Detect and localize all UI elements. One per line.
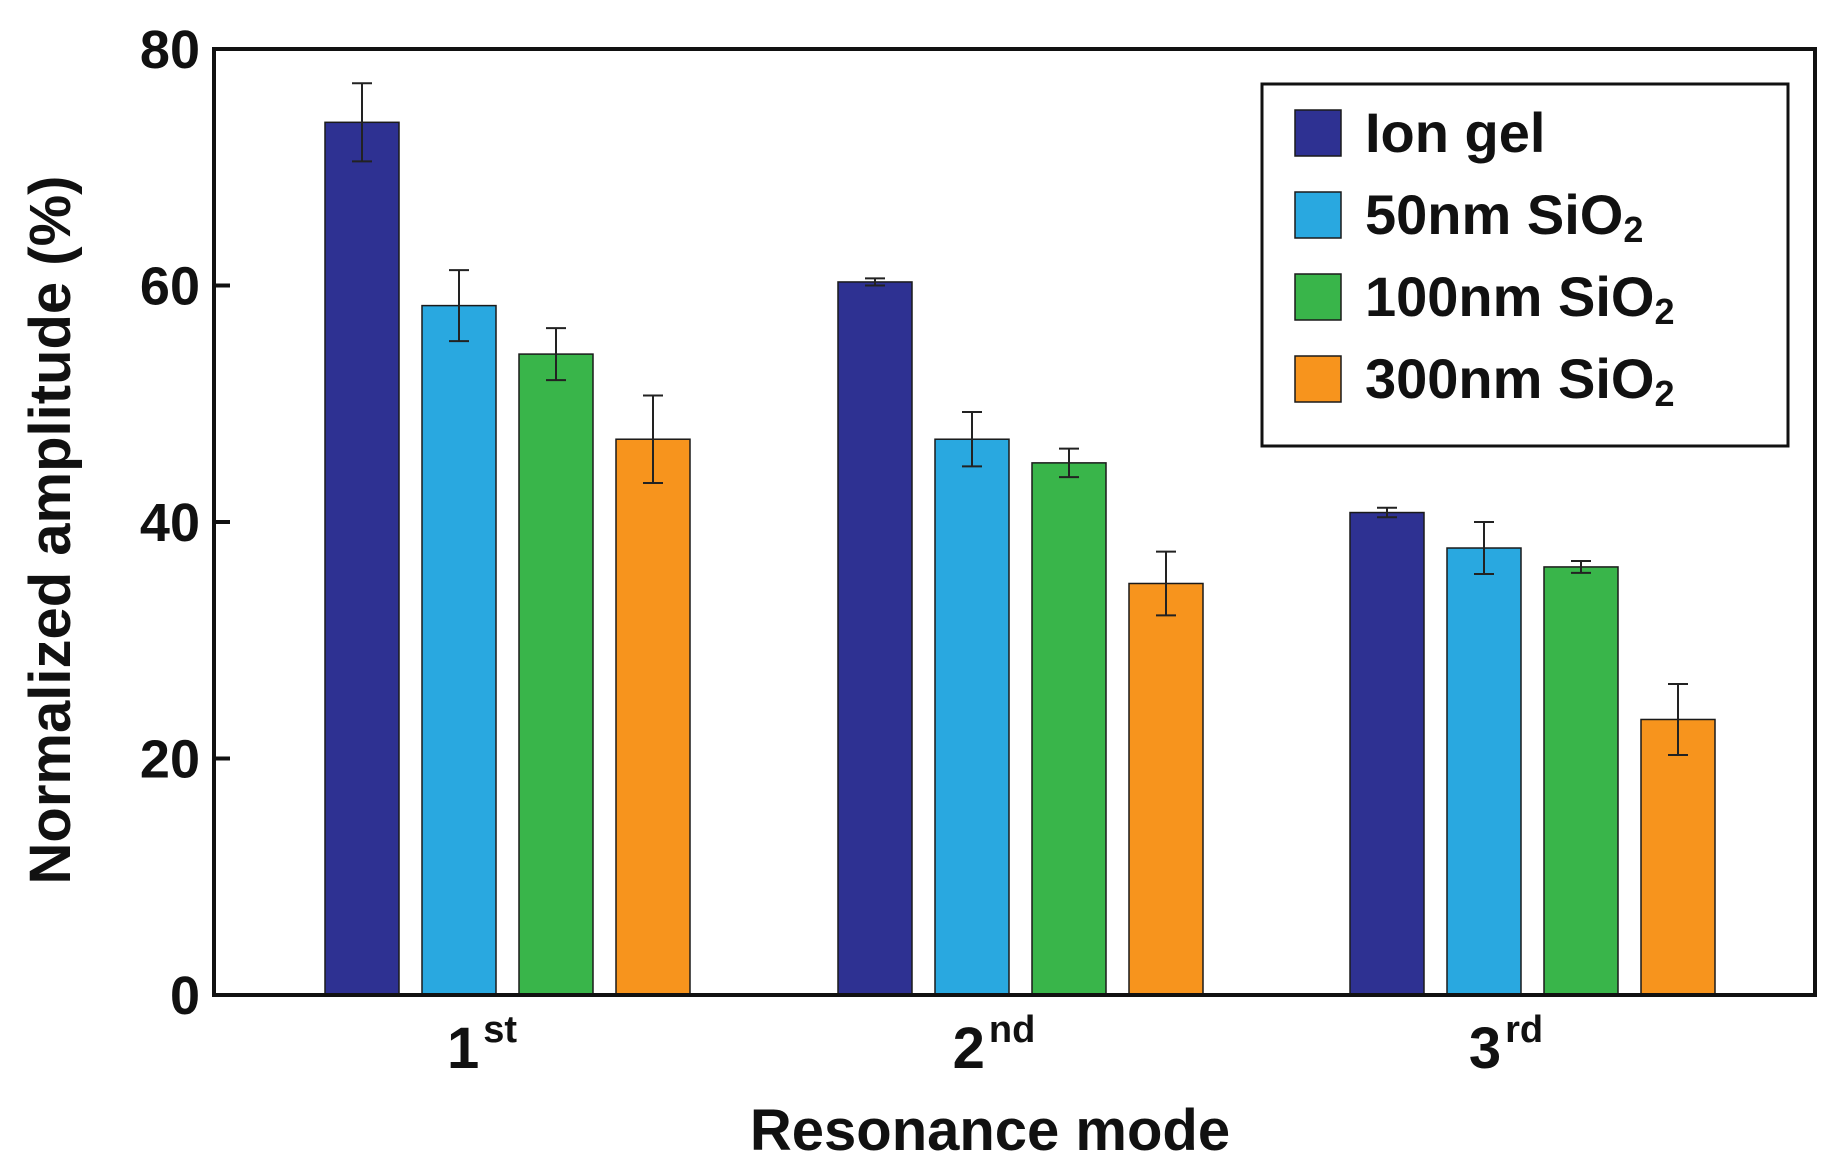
y-tick-label: 60 — [140, 257, 200, 317]
legend-label-subscript: 2 — [1654, 373, 1674, 414]
bar — [1031, 462, 1107, 996]
x-tick-label-base: 3 — [1469, 1016, 1501, 1081]
legend-label-main: 100nm SiO — [1365, 265, 1654, 328]
y-axis: 0 20 40 60 80 — [140, 20, 230, 1026]
bar — [1349, 511, 1425, 996]
legend-label: 100nm SiO2 — [1365, 265, 1675, 332]
bar — [1543, 566, 1619, 996]
legend-swatch — [1294, 191, 1342, 239]
bar — [1446, 547, 1522, 996]
legend-label-subscript: 2 — [1623, 209, 1643, 250]
x-axis-title: Resonance mode — [750, 1098, 1230, 1163]
x-tick-label-sup: nd — [989, 1009, 1035, 1051]
legend-label-subscript: 2 — [1654, 291, 1674, 332]
legend-label: 300nm SiO2 — [1365, 347, 1675, 414]
x-tick-label-sup: rd — [1505, 1009, 1543, 1051]
bar — [324, 121, 400, 996]
bars-layer — [324, 121, 1716, 996]
legend-label: 50nm SiO2 — [1365, 183, 1643, 250]
legend-label: Ion gel — [1365, 101, 1545, 164]
legend-label-main: 300nm SiO — [1365, 347, 1654, 410]
x-tick-label-sup: st — [483, 1009, 517, 1051]
x-tick-label-base: 1 — [447, 1016, 479, 1081]
y-tick-label: 80 — [140, 20, 200, 80]
x-tick-label-base: 2 — [953, 1016, 985, 1081]
bar — [518, 353, 594, 996]
y-axis-title: Normalized amplitude (%) — [18, 176, 83, 885]
bar — [615, 438, 691, 996]
legend-swatch — [1294, 355, 1342, 403]
y-tick-label: 20 — [140, 730, 200, 790]
y-tick-label: 40 — [140, 493, 200, 553]
legend-label-main: Ion gel — [1365, 101, 1545, 164]
y-tick-label: 0 — [170, 966, 200, 1026]
bar — [421, 304, 497, 996]
bar — [1640, 718, 1716, 996]
legend-swatch — [1294, 273, 1342, 321]
bar — [1128, 582, 1204, 996]
bar — [837, 281, 913, 996]
bar — [934, 438, 1010, 996]
legend-swatch — [1294, 109, 1342, 157]
error-bars-layer — [352, 82, 1688, 756]
legend-box — [1260, 82, 1790, 448]
legend-label-main: 50nm SiO — [1365, 183, 1623, 246]
